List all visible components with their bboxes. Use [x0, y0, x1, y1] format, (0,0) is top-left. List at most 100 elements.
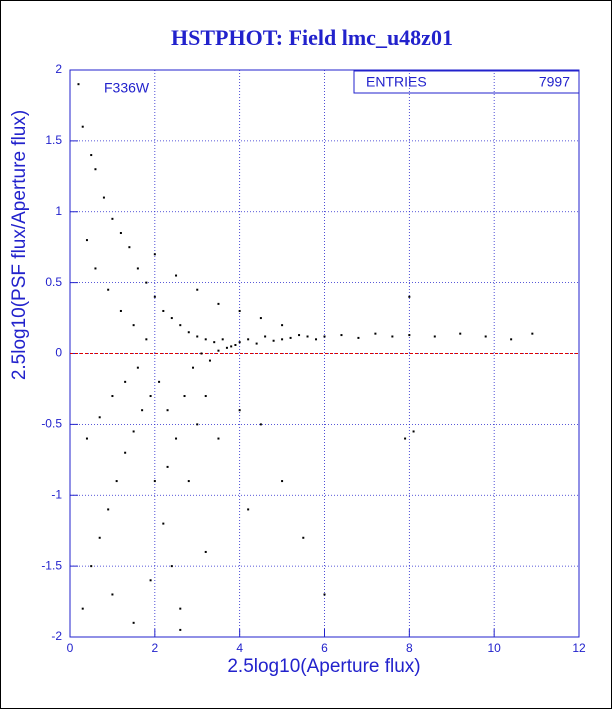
point: [77, 83, 80, 86]
point: [357, 336, 360, 339]
point: [107, 508, 110, 511]
point: [208, 359, 211, 362]
point: [281, 324, 284, 327]
point: [412, 430, 415, 433]
y-tick-label: 0: [55, 346, 62, 360]
point: [119, 309, 122, 312]
point: [217, 437, 220, 440]
point: [323, 335, 326, 338]
point: [259, 317, 262, 320]
point: [166, 409, 169, 412]
point: [179, 607, 182, 610]
point: [179, 628, 182, 631]
point: [162, 522, 165, 525]
x-tick-label: 0: [67, 641, 74, 655]
point: [234, 343, 237, 346]
point: [145, 281, 148, 284]
x-tick-label: 12: [572, 641, 586, 655]
point: [225, 346, 228, 349]
point: [128, 246, 131, 249]
point: [196, 288, 199, 291]
point: [98, 536, 101, 539]
point: [391, 335, 394, 338]
annotation: F336W: [104, 80, 150, 96]
point: [238, 309, 241, 312]
point: [204, 338, 207, 341]
point: [192, 366, 195, 369]
point: [158, 380, 161, 383]
x-tick-label: 6: [321, 641, 328, 655]
point: [175, 274, 178, 277]
point: [136, 267, 139, 270]
point: [315, 338, 318, 341]
point: [85, 239, 88, 242]
point: [90, 565, 93, 568]
point: [196, 335, 199, 338]
point: [153, 253, 156, 256]
point: [264, 335, 267, 338]
point: [204, 550, 207, 553]
y-tick-label: 1.5: [45, 133, 62, 147]
point: [404, 437, 407, 440]
point: [115, 480, 118, 483]
point: [175, 437, 178, 440]
point: [217, 349, 220, 352]
chart-title: HSTPHOT: Field lmc_u48z01: [171, 25, 453, 50]
point: [90, 154, 93, 157]
point: [259, 423, 262, 426]
y-axis-label: 2.5log10(PSF flux/Aperture flux): [9, 110, 30, 380]
point: [230, 345, 233, 348]
point: [132, 621, 135, 624]
point: [238, 409, 241, 412]
point: [102, 196, 105, 199]
point: [94, 168, 97, 171]
point: [433, 335, 436, 338]
point: [187, 331, 190, 334]
point: [340, 334, 343, 337]
point: [281, 480, 284, 483]
point: [510, 338, 513, 341]
point: [132, 430, 135, 433]
point: [459, 332, 462, 335]
point: [94, 267, 97, 270]
x-tick-label: 2: [151, 641, 158, 655]
point: [136, 366, 139, 369]
point: [238, 341, 241, 344]
point: [484, 335, 487, 338]
point: [149, 579, 152, 582]
y-tick-label: -0.5: [41, 417, 62, 431]
y-tick-label: 1: [55, 204, 62, 218]
point: [200, 352, 203, 355]
x-tick-label: 10: [487, 641, 501, 655]
point: [408, 295, 411, 298]
stats-label: ENTRIES: [366, 74, 427, 90]
point: [221, 338, 224, 341]
point: [132, 324, 135, 327]
y-tick-label: -2: [51, 629, 62, 643]
point: [408, 334, 411, 337]
x-tick-label: 4: [236, 641, 243, 655]
point: [302, 536, 305, 539]
point: [272, 339, 275, 342]
x-axis-label: 2.5log10(Aperture flux): [227, 656, 420, 677]
point: [111, 217, 114, 220]
point: [247, 338, 250, 341]
y-tick-label: -1: [51, 487, 62, 501]
y-tick-label: -1.5: [41, 558, 62, 572]
x-tick-label: 8: [406, 641, 413, 655]
point: [141, 409, 144, 412]
point: [170, 565, 173, 568]
point: [153, 295, 156, 298]
point: [162, 309, 165, 312]
point: [153, 480, 156, 483]
point: [255, 342, 258, 345]
point: [204, 395, 207, 398]
point: [183, 395, 186, 398]
point: [81, 125, 84, 128]
y-tick-label: 0.5: [45, 275, 62, 289]
point: [107, 288, 110, 291]
point: [111, 593, 114, 596]
point: [145, 338, 148, 341]
